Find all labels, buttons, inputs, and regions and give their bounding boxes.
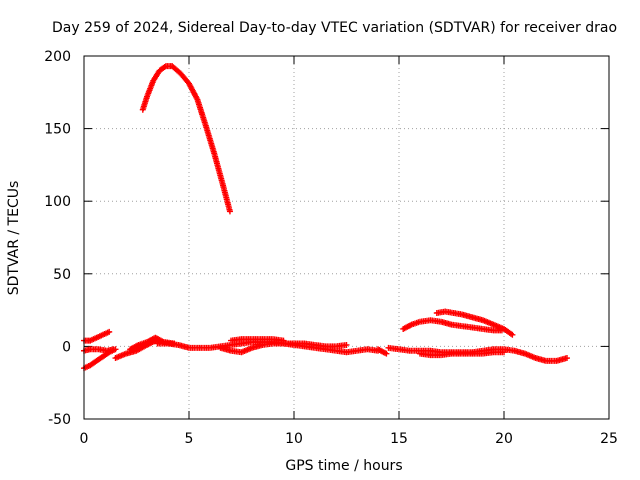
x-tick-label: 10	[285, 431, 303, 447]
data-point	[501, 349, 507, 356]
y-tick-label: 50	[53, 267, 71, 283]
plot-frame	[83, 55, 610, 420]
series-arc-high	[139, 63, 233, 215]
series-arc-main-2	[217, 340, 350, 356]
data-point	[343, 341, 350, 348]
series-arc-low-start-3	[81, 346, 119, 372]
data-point	[280, 337, 287, 344]
y-tick-labels: -50 0 50 100 150 200	[44, 49, 71, 428]
series-arc-late-2	[417, 349, 507, 359]
data-point	[564, 355, 570, 362]
data-series	[81, 63, 570, 372]
series-arc-late-3	[375, 346, 390, 357]
x-tick-label: 25	[600, 431, 618, 447]
series-arc-main-3	[228, 336, 287, 344]
x-tick-label: 5	[185, 431, 194, 447]
data-point	[112, 346, 119, 353]
data-point	[226, 208, 233, 215]
x-tick-label: 0	[80, 431, 89, 447]
x-tick-labels: 0 5 10 15 20 25	[80, 431, 618, 447]
series-arc-hump-2	[433, 308, 516, 338]
x-axis-title: GPS time / hours	[285, 458, 402, 474]
series-arc-low-start	[81, 328, 113, 344]
chart-title: Day 259 of 2024, Sidereal Day-to-day VTE…	[52, 20, 617, 36]
y-tick-label: 0	[62, 339, 71, 355]
grid	[84, 56, 609, 419]
y-tick-label: 150	[44, 122, 71, 138]
y-tick-label: 200	[44, 49, 71, 65]
data-point	[106, 328, 113, 335]
y-tick-label: 100	[44, 194, 71, 210]
x-tick-label: 20	[495, 431, 513, 447]
y-axis-title: SDTVAR / TECUs	[6, 181, 22, 296]
data-point	[383, 350, 390, 357]
series-arc-early-1	[112, 337, 163, 362]
data-point	[161, 64, 168, 71]
tick-marks	[83, 55, 610, 420]
y-tick-label: -50	[48, 412, 71, 428]
x-tick-label: 15	[390, 431, 408, 447]
data-point	[509, 331, 516, 338]
